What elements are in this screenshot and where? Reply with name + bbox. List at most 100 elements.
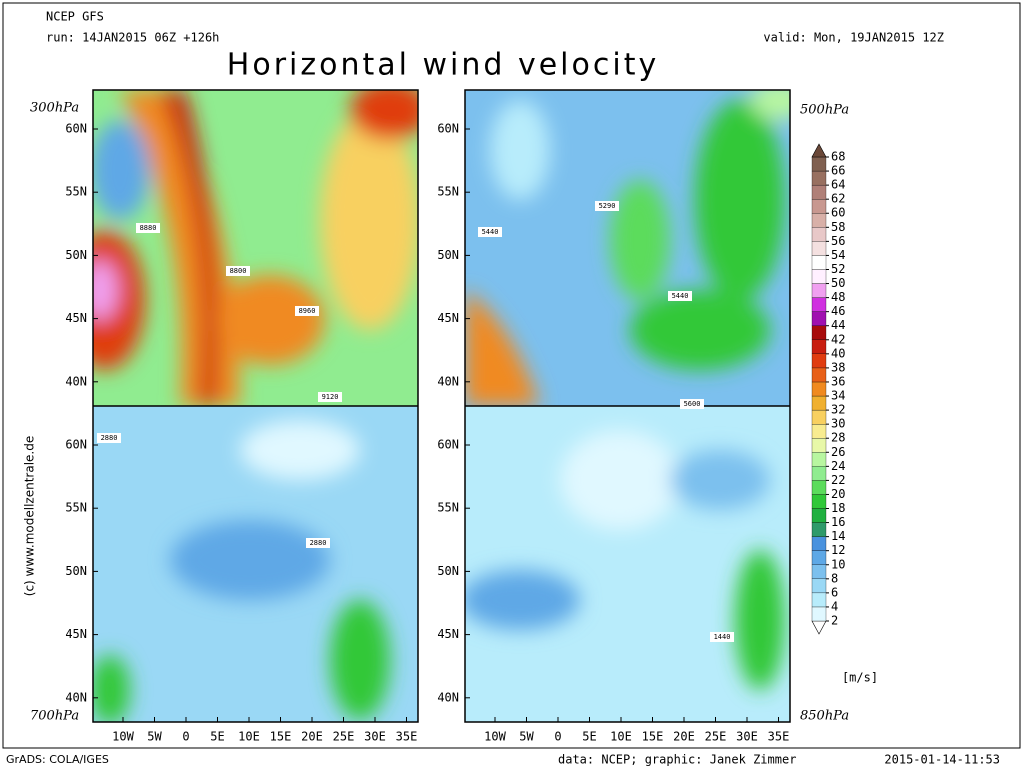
map-500 bbox=[465, 90, 790, 406]
colorbar-label: 48 bbox=[831, 290, 845, 304]
lon-label: 5E bbox=[582, 730, 596, 744]
colorbar-label: 32 bbox=[831, 403, 845, 417]
lat-label: 40N bbox=[437, 374, 459, 388]
lon-label: 10E bbox=[238, 730, 260, 744]
lat-label: 60N bbox=[437, 438, 459, 452]
colorbar-band bbox=[811, 213, 827, 228]
contour-label: 5440 bbox=[672, 292, 689, 300]
colorbar-label: 54 bbox=[831, 248, 845, 262]
colorbar-label: 28 bbox=[831, 431, 845, 445]
lat-label: 45N bbox=[437, 311, 459, 325]
lon-label: 5W bbox=[147, 730, 162, 744]
contour-label-box bbox=[595, 201, 619, 211]
contour-label-box bbox=[226, 266, 250, 276]
frame bbox=[2, 2, 1021, 749]
colorbar-band bbox=[811, 339, 827, 354]
colorbar-label: 6 bbox=[831, 585, 838, 599]
credits: data: NCEP; graphic: Janek Zimmer bbox=[558, 753, 796, 767]
colorbar-label: 38 bbox=[831, 360, 845, 374]
contour-label: 1440 bbox=[714, 633, 731, 641]
colorbar-band bbox=[811, 466, 827, 481]
lat-label: 45N bbox=[65, 311, 87, 325]
colorbar-band bbox=[811, 494, 827, 509]
colorbar-label: 58 bbox=[831, 220, 845, 234]
contour-label: 8800 bbox=[230, 267, 247, 275]
lat-label: 40N bbox=[65, 374, 87, 388]
lon-label: 25E bbox=[333, 730, 355, 744]
contour-label: 5440 bbox=[482, 228, 499, 236]
colorbar-band bbox=[811, 424, 827, 439]
colorbar-band bbox=[811, 592, 827, 608]
run: run: 14JAN2015 06Z +126h bbox=[46, 31, 219, 45]
colorbar-over bbox=[811, 143, 827, 158]
colorbar-band bbox=[811, 269, 827, 284]
colorbar-band bbox=[811, 381, 827, 397]
lat-label: 45N bbox=[65, 627, 87, 641]
colorbar-label: 36 bbox=[831, 374, 845, 388]
colorbar-band bbox=[811, 241, 827, 256]
colorbar-band bbox=[811, 227, 827, 242]
contour-label-box bbox=[668, 291, 692, 301]
colorbar-label: 56 bbox=[831, 234, 845, 248]
contour-label-box bbox=[136, 223, 160, 233]
lon-label: 10W bbox=[112, 730, 134, 744]
lon-label: 30E bbox=[736, 730, 758, 744]
lon-label: 5W bbox=[519, 730, 534, 744]
lon-label: 15E bbox=[270, 730, 292, 744]
colorbar-label: 44 bbox=[831, 318, 845, 332]
unit: [m/s] bbox=[842, 671, 878, 685]
title: Horizontal wind velocity bbox=[227, 48, 659, 83]
lat-label: 45N bbox=[437, 627, 459, 641]
colorbar-label: 60 bbox=[831, 206, 845, 220]
colorbar-band bbox=[811, 367, 827, 383]
lat-label: 50N bbox=[437, 248, 459, 262]
colorbar-label: 8 bbox=[831, 571, 838, 585]
colorbar-label: 16 bbox=[831, 515, 845, 529]
colorbar-label: 40 bbox=[831, 346, 845, 360]
level-label: 850hPa bbox=[800, 709, 849, 724]
colorbar-label: 64 bbox=[831, 178, 845, 192]
lon-label: 25E bbox=[705, 730, 727, 744]
software: GrADS: COLA/IGES bbox=[6, 753, 109, 766]
level-label: 700hPa bbox=[30, 709, 79, 724]
map-700 bbox=[93, 406, 418, 722]
contour-label: 8880 bbox=[140, 224, 157, 232]
lon-label: 10E bbox=[610, 730, 632, 744]
timestamp: 2015-01-14-11:53 bbox=[884, 753, 1000, 767]
map-300 bbox=[93, 90, 418, 406]
colorbar-band bbox=[811, 184, 827, 200]
colorbar-label: 42 bbox=[831, 332, 845, 346]
lon-label: 30E bbox=[364, 730, 386, 744]
colorbar-band bbox=[811, 578, 827, 594]
level-label: 500hPa bbox=[800, 103, 849, 118]
colorbar-band bbox=[811, 283, 827, 298]
colorbar-band bbox=[811, 606, 827, 622]
colorbar-band bbox=[811, 297, 827, 312]
colorbar-band bbox=[811, 353, 827, 369]
lat-label: 40N bbox=[65, 690, 87, 704]
colorbar-label: 22 bbox=[831, 473, 845, 487]
level-label: 300hPa bbox=[30, 101, 79, 116]
contour-label-box bbox=[680, 399, 704, 409]
lon-label: 0 bbox=[554, 730, 561, 744]
colorbar-band bbox=[811, 156, 827, 172]
lat-label: 55N bbox=[437, 185, 459, 199]
lat-label: 55N bbox=[65, 185, 87, 199]
colorbar-band bbox=[811, 480, 827, 495]
contour-label-box bbox=[318, 392, 342, 402]
colorbar-band bbox=[811, 311, 827, 326]
lat-label: 60N bbox=[65, 438, 87, 452]
colorbar-label: 12 bbox=[831, 543, 845, 557]
colorbar-label: 2 bbox=[831, 614, 838, 628]
contour-label: 5290 bbox=[599, 202, 616, 210]
colorbar-band bbox=[811, 550, 827, 565]
colorbar-label: 20 bbox=[831, 487, 845, 501]
colorbar-band bbox=[811, 199, 827, 214]
colorbar-label: 14 bbox=[831, 529, 845, 543]
colorbar-band bbox=[811, 536, 827, 551]
lat-label: 60N bbox=[437, 122, 459, 136]
contour-label: 8960 bbox=[299, 307, 316, 315]
colorbar-band bbox=[811, 409, 827, 425]
colorbar-label: 50 bbox=[831, 276, 845, 290]
